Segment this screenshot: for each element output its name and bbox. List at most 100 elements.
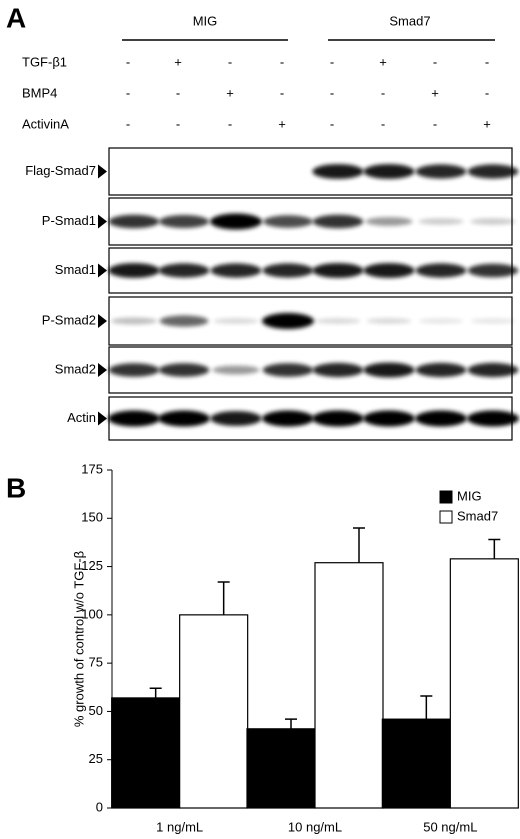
sign: - — [330, 54, 334, 69]
row-label: Smad2 — [55, 361, 96, 376]
band — [210, 411, 262, 426]
band — [108, 363, 160, 377]
sign: + — [278, 116, 286, 131]
sign: - — [228, 54, 232, 69]
band — [212, 365, 260, 375]
sign: - — [381, 85, 385, 100]
arrowhead — [98, 314, 107, 328]
legend-swatch — [439, 510, 453, 524]
band — [467, 362, 519, 378]
band — [158, 263, 210, 278]
error-bar — [353, 527, 365, 563]
sign: + — [431, 85, 439, 100]
band — [158, 410, 210, 427]
bar — [449, 558, 519, 809]
bar — [111, 697, 181, 809]
sign: - — [228, 116, 232, 131]
sign: - — [330, 85, 334, 100]
band — [312, 214, 364, 229]
y-tick-label: 25 — [89, 751, 103, 766]
panel-label: A — [6, 2, 26, 33]
band — [415, 410, 467, 427]
treatment-label: BMP4 — [22, 85, 57, 100]
sign: + — [483, 116, 491, 131]
sign: - — [433, 116, 437, 131]
sign: - — [280, 54, 284, 69]
row-label: P-Smad2 — [42, 312, 96, 327]
group-label: MIG — [193, 13, 218, 28]
bar — [314, 562, 384, 809]
x-tick-label: 1 ng/mL — [156, 819, 203, 834]
sign: - — [330, 116, 334, 131]
y-tick-label: 50 — [89, 703, 103, 718]
y-tick-label: 100 — [81, 606, 103, 621]
bar — [246, 728, 316, 809]
row-label: Smad1 — [55, 262, 96, 277]
error-bar — [285, 718, 297, 729]
band — [213, 318, 259, 324]
band — [366, 318, 412, 324]
y-tick-label: 75 — [89, 655, 103, 670]
sign: - — [126, 54, 130, 69]
band — [312, 362, 364, 378]
sign: - — [280, 85, 284, 100]
error-bar — [149, 687, 162, 698]
band — [363, 164, 415, 179]
treatment-label: TGF-β1 — [22, 54, 67, 69]
arrowhead — [98, 214, 107, 229]
band — [159, 215, 209, 228]
y-tick-label: 175 — [81, 461, 103, 476]
sign: - — [485, 85, 489, 100]
band — [467, 410, 519, 427]
band — [418, 318, 464, 324]
band — [363, 263, 415, 278]
bar — [179, 614, 249, 809]
band — [363, 410, 415, 427]
x-tick-label: 50 ng/mL — [423, 819, 477, 834]
band — [111, 317, 157, 325]
band — [262, 313, 314, 329]
row-label: Actin — [67, 410, 96, 425]
sign: + — [174, 54, 182, 69]
error-bar — [420, 695, 433, 720]
y-tick-label: 150 — [81, 510, 103, 525]
legend-swatch — [439, 490, 453, 504]
band — [108, 214, 160, 229]
band — [210, 263, 262, 278]
band — [312, 263, 364, 278]
band — [312, 164, 364, 179]
band — [262, 363, 314, 377]
x-tick-label: 10 ng/mL — [288, 819, 342, 834]
row-label: P-Smad1 — [42, 213, 96, 228]
y-tick-label: 0 — [96, 799, 103, 814]
y-tick-label: 125 — [81, 558, 103, 573]
band — [108, 410, 160, 427]
band — [415, 164, 467, 179]
band — [159, 315, 209, 327]
sign: - — [433, 54, 437, 69]
band — [470, 318, 516, 324]
band — [415, 362, 467, 378]
band — [315, 318, 361, 324]
sign: + — [226, 85, 234, 100]
legend-label: Smad7 — [457, 508, 498, 523]
treatment-label: ActivinA — [22, 116, 69, 131]
arrowhead — [98, 164, 107, 179]
band — [210, 213, 262, 230]
y-axis-label: % growth of control w/o TGF-β — [71, 551, 86, 727]
sign: - — [126, 85, 130, 100]
band — [363, 362, 415, 378]
sign: - — [126, 116, 130, 131]
legend-label: MIG — [457, 488, 482, 503]
band — [263, 215, 313, 228]
bar — [381, 718, 451, 809]
band — [418, 218, 464, 225]
arrowhead — [98, 411, 107, 426]
error-bar — [488, 538, 501, 559]
band — [158, 363, 210, 377]
panel-label: B — [6, 472, 26, 503]
sign: - — [176, 116, 180, 131]
band — [108, 263, 160, 278]
sign: - — [176, 85, 180, 100]
